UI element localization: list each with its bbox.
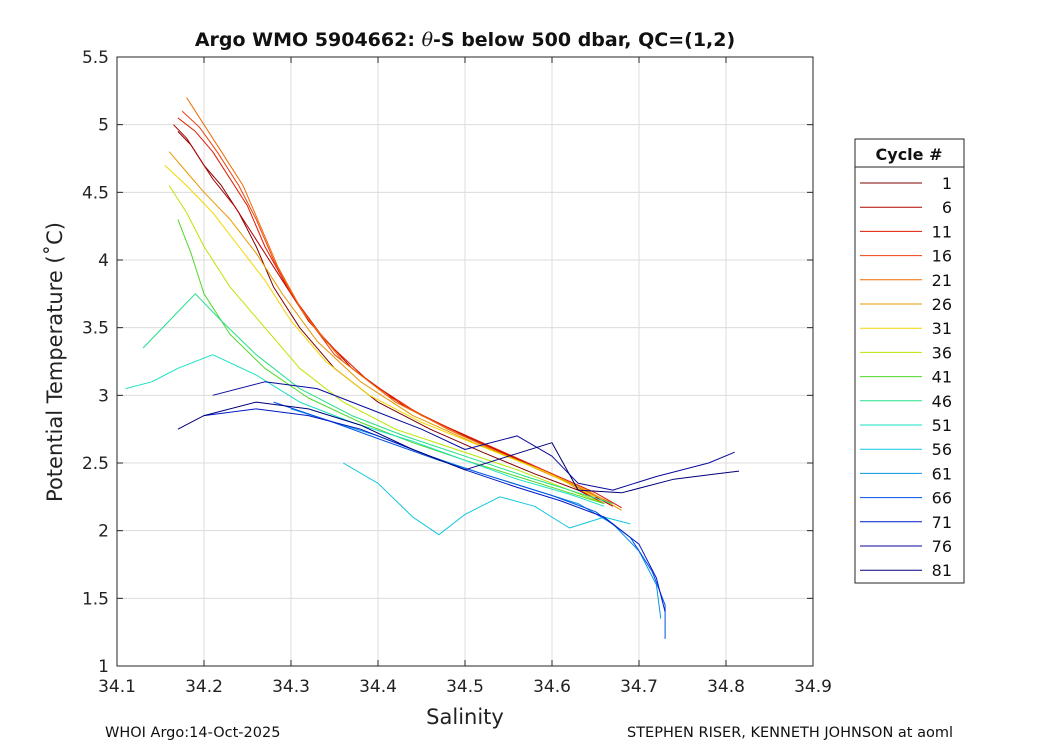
legend-entry-label: 11 <box>932 222 952 241</box>
series-line <box>212 381 735 491</box>
series-line <box>173 124 614 507</box>
legend-entry-label: 81 <box>932 561 952 580</box>
legend-title: Cycle # <box>876 145 943 164</box>
series-line <box>203 408 666 613</box>
y-tick-label: 5.5 <box>82 48 109 68</box>
footer-left-credit: WHOI Argo:14-Oct-2025 <box>105 725 281 741</box>
axis-ticks: 34.1 34.2 34.3 34.4 34.5 34.6 34.7 34.8 34.911.5… <box>82 48 832 697</box>
x-tick-label: 34.7 <box>620 677 658 697</box>
title-theta: θ <box>422 29 434 51</box>
x-tick-label: 34.1 <box>98 677 136 697</box>
legend-entry-label: 56 <box>932 440 952 459</box>
y-tick-label: 3.5 <box>82 319 109 339</box>
legend-entry-label: 6 <box>942 198 952 217</box>
legend-entry-label: 46 <box>932 392 952 411</box>
series-line <box>125 354 605 507</box>
legend-entry-label: 26 <box>932 295 952 314</box>
x-tick-label: 34.8 <box>707 677 745 697</box>
legend-entry-label: 76 <box>932 537 952 556</box>
legend-entry-label: 31 <box>932 319 952 338</box>
y-axis-label: Potential Temperature (˚C) <box>43 222 67 502</box>
legend-entry-label: 1 <box>942 174 952 193</box>
series-line <box>342 462 631 536</box>
series-line <box>177 219 605 505</box>
series-line <box>177 117 622 509</box>
chart-title: Argo WMO 5904662: θ-S below 500 dbar, QC… <box>195 29 735 51</box>
legend-entry-label: 66 <box>932 489 952 508</box>
x-tick-label: 34.2 <box>185 677 223 697</box>
legend-entry-label: 61 <box>932 464 952 483</box>
y-tick-label: 4.5 <box>82 183 109 203</box>
y-tick-label: 2 <box>98 522 109 542</box>
x-tick-label: 34.3 <box>272 677 310 697</box>
title-prefix: Argo WMO 5904662: <box>195 29 422 51</box>
y-tick-label: 2.5 <box>82 454 109 474</box>
footer-right-credit: STEPHEN RISER, KENNETH JOHNSON at aoml <box>627 725 953 741</box>
legend-entry-label: 21 <box>932 271 952 290</box>
series-line <box>177 131 605 505</box>
legend-entry-label: 41 <box>932 368 952 387</box>
series-line <box>142 293 614 505</box>
title-suffix: -S below 500 dbar, QC=(1,2) <box>433 29 735 51</box>
x-tick-label: 34.4 <box>359 677 397 697</box>
y-tick-label: 5 <box>98 116 109 136</box>
legend-entry-label: 51 <box>932 416 952 435</box>
legend-entry-label: 16 <box>932 247 952 266</box>
legend-entry-label: 36 <box>932 343 952 362</box>
y-tick-label: 4 <box>98 251 109 271</box>
x-tick-label: 34.5 <box>446 677 484 697</box>
series-line <box>177 401 740 494</box>
data-series <box>125 97 740 639</box>
y-tick-label: 1.5 <box>82 589 109 609</box>
series-line <box>164 164 596 498</box>
series-line <box>273 401 666 639</box>
x-tick-label: 34.6 <box>533 677 571 697</box>
series-line <box>168 185 605 505</box>
x-axis-label: Salinity <box>426 705 504 729</box>
x-tick-label: 34.9 <box>794 677 832 697</box>
legend-entry-label: 71 <box>932 513 952 532</box>
y-tick-label: 1 <box>98 657 109 677</box>
legend-box <box>854 138 965 584</box>
y-tick-label: 3 <box>98 386 109 406</box>
